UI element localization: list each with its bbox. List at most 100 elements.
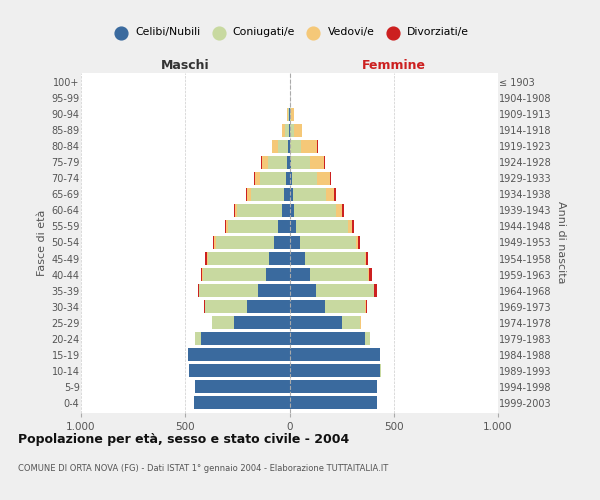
Bar xyxy=(194,396,290,409)
Bar xyxy=(194,396,290,409)
Bar xyxy=(290,204,336,217)
Bar xyxy=(290,220,354,233)
Bar xyxy=(290,268,310,281)
Bar xyxy=(290,364,380,378)
Bar xyxy=(290,236,356,249)
Bar xyxy=(287,108,290,121)
Bar xyxy=(290,332,365,345)
Bar xyxy=(194,380,290,394)
Bar xyxy=(290,348,380,362)
Bar xyxy=(287,108,290,121)
Bar xyxy=(290,284,316,297)
Bar xyxy=(289,124,290,137)
Bar xyxy=(290,332,370,345)
Bar xyxy=(290,204,294,217)
Bar xyxy=(290,188,336,201)
Bar xyxy=(260,172,290,185)
Bar xyxy=(282,124,290,137)
Bar xyxy=(290,396,377,409)
Bar xyxy=(290,172,292,185)
Bar xyxy=(290,396,377,409)
Bar xyxy=(290,332,370,345)
Bar xyxy=(290,156,291,169)
Bar xyxy=(290,300,365,313)
Bar xyxy=(194,380,290,394)
Bar xyxy=(290,156,310,169)
Bar xyxy=(290,252,365,265)
Bar xyxy=(290,140,317,153)
Bar xyxy=(198,284,290,297)
Bar xyxy=(290,364,381,378)
Bar xyxy=(281,204,290,217)
Bar xyxy=(290,316,361,330)
Text: Maschi: Maschi xyxy=(161,58,209,71)
Bar xyxy=(194,380,290,394)
Bar xyxy=(205,252,290,265)
Bar xyxy=(269,252,290,265)
Bar xyxy=(278,220,290,233)
Bar xyxy=(290,172,331,185)
Bar xyxy=(290,332,370,345)
Bar xyxy=(290,124,294,137)
Bar xyxy=(286,172,290,185)
Bar xyxy=(290,268,368,281)
Bar xyxy=(272,140,290,153)
Bar xyxy=(194,396,290,409)
Bar xyxy=(287,156,290,169)
Bar xyxy=(290,236,358,249)
Bar xyxy=(290,140,318,153)
Bar xyxy=(290,108,294,121)
Bar xyxy=(284,188,290,201)
Bar xyxy=(268,156,290,169)
Bar xyxy=(290,380,377,394)
Bar xyxy=(254,172,290,185)
Bar xyxy=(290,252,305,265)
Text: Femmine: Femmine xyxy=(362,58,426,71)
Bar xyxy=(278,140,290,153)
Bar xyxy=(190,364,290,378)
Bar xyxy=(290,316,361,330)
Bar xyxy=(290,188,334,201)
Bar xyxy=(194,332,290,345)
Bar xyxy=(288,140,290,153)
Bar xyxy=(189,364,290,378)
Bar xyxy=(290,300,325,313)
Bar xyxy=(227,220,290,233)
Bar xyxy=(290,300,366,313)
Bar xyxy=(258,284,290,297)
Bar xyxy=(290,348,380,362)
Bar xyxy=(290,348,380,362)
Text: Popolazione per età, sesso e stato civile - 2004: Popolazione per età, sesso e stato civil… xyxy=(18,432,349,446)
Bar xyxy=(188,348,290,362)
Bar xyxy=(290,220,352,233)
Bar xyxy=(290,156,324,169)
Bar xyxy=(225,220,290,233)
Bar xyxy=(290,188,293,201)
Bar xyxy=(282,124,290,137)
Bar xyxy=(290,156,325,169)
Bar xyxy=(201,268,290,281)
Bar xyxy=(188,348,290,362)
Bar xyxy=(205,300,290,313)
Bar xyxy=(233,316,290,330)
Bar xyxy=(285,124,290,137)
Bar xyxy=(290,252,366,265)
Bar xyxy=(290,396,377,409)
Bar xyxy=(188,348,290,362)
Bar xyxy=(202,268,290,281)
Bar xyxy=(188,348,290,362)
Bar xyxy=(290,204,342,217)
Bar xyxy=(274,236,290,249)
Bar xyxy=(234,204,290,217)
Bar xyxy=(290,380,377,394)
Bar xyxy=(235,204,290,217)
Bar xyxy=(288,108,290,121)
Bar xyxy=(205,300,290,313)
Bar xyxy=(214,236,290,249)
Bar xyxy=(290,396,377,409)
Bar xyxy=(212,316,290,330)
Bar xyxy=(251,188,290,201)
Bar xyxy=(189,364,290,378)
Bar xyxy=(290,364,381,378)
Bar xyxy=(199,284,290,297)
